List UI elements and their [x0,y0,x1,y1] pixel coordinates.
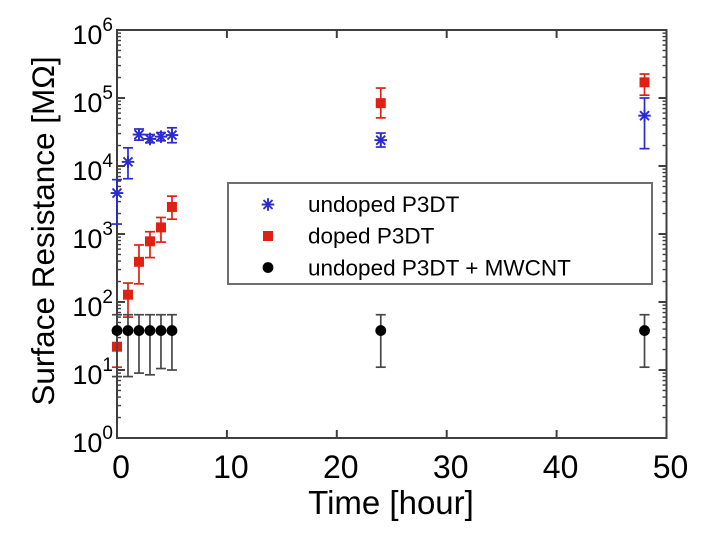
circle-marker [144,325,156,336]
y-tick-label: 105 [72,83,113,118]
asterisk-marker [121,155,135,169]
asterisk-marker [132,128,146,141]
series-asterisk [110,97,651,225]
x-tick-label: 10 [213,449,249,485]
asterisk-marker [374,133,388,147]
square-marker [122,289,133,300]
circle-marker [166,325,178,336]
y-tick-label: 101 [72,355,113,390]
square-marker [133,256,144,267]
legend-label-mwcnt: undoped P3DT + MWCNT [308,256,571,281]
square-marker [639,77,650,88]
data-points [110,73,651,378]
square-marker [166,201,177,212]
circle-marker [375,325,387,336]
asterisk-marker [261,198,275,211]
square-marker [375,98,386,109]
legend-box [227,182,653,285]
circle-marker [262,262,274,273]
circle-marker [133,325,145,336]
x-tick-label: 30 [433,449,469,485]
x-tick-label: 20 [323,449,359,485]
y-axis-label: Surface Resistance [MΩ] [25,56,61,405]
asterisk-marker [143,132,157,146]
x-tick-label: 0 [112,449,130,485]
square-marker [144,236,155,247]
circle-marker [155,325,167,336]
x-tick-label: 40 [543,449,579,485]
x-tick-label: 50 [653,449,689,485]
series-circle [111,313,650,378]
y-tick-label: 102 [72,287,113,322]
asterisk-marker [154,130,168,143]
square-marker [155,222,166,233]
asterisk-marker [638,109,651,122]
legend-label-doped: doped P3DT [308,224,435,249]
legend-label-undoped: undoped P3DT [308,192,460,217]
legend: undoped P3DT doped P3DT undoped P3DT + M… [227,182,653,285]
square-marker [263,231,273,241]
circle-marker [639,325,650,336]
y-tick-label: 106 [72,15,113,50]
circle-marker [122,325,134,336]
y-tick-label: 100 [72,423,113,458]
y-tick-label: 104 [72,151,113,186]
axes: 100 101 102 103 104 105 106 0 10 20 30 40 50 [72,15,688,485]
asterisk-marker [110,186,124,200]
circle-marker [111,325,123,336]
y-tick-label: 103 [72,219,113,254]
legend-markers [261,198,275,273]
asterisk-marker [165,128,179,142]
x-axis-label: Time [hour] [308,484,474,521]
